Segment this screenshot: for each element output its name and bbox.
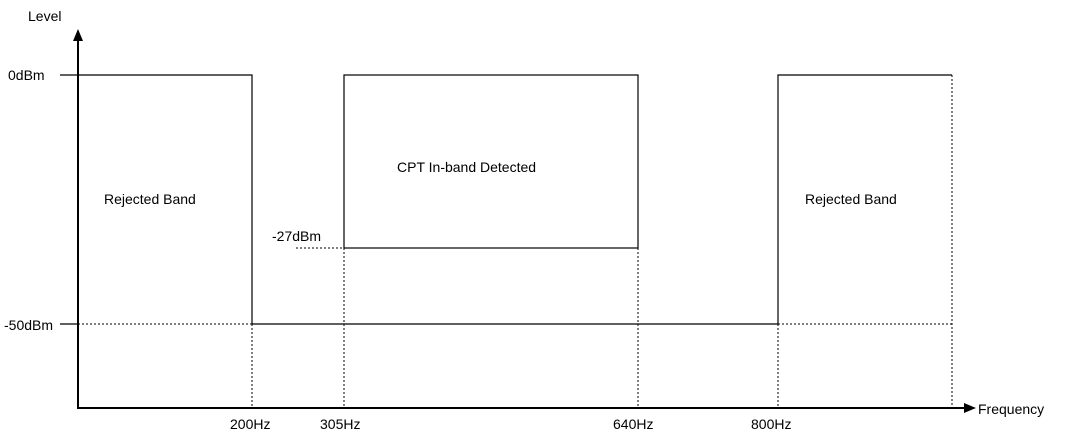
level-label-0dbm: 0dBm: [8, 67, 45, 83]
y-axis-label: Level: [28, 8, 61, 24]
level-label-50dbm: -50dBm: [4, 317, 53, 333]
freq-label-305hz: 305Hz: [320, 416, 360, 432]
freq-label-200hz: 200Hz: [230, 416, 270, 432]
cpt-detected-band: [343, 74, 639, 249]
left-region-label: Rejected Band: [104, 191, 196, 207]
freq-label-800hz: 800Hz: [751, 416, 791, 432]
right-rejected-band: [777, 74, 952, 324]
x-axis-arrow: [964, 403, 976, 413]
center-region-label: CPT In-band Detected: [397, 159, 536, 175]
x-axis-label: Frequency: [978, 401, 1044, 417]
freq-label-640hz: 640Hz: [613, 416, 653, 432]
y-axis-arrow: [73, 29, 83, 41]
right-region-label: Rejected Band: [805, 191, 897, 207]
level-label-27dbm: -27dBm: [272, 228, 321, 244]
left-rejected-band: [78, 74, 253, 324]
